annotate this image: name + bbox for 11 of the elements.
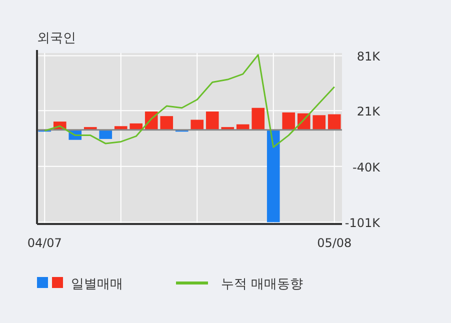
y-tick-label: -40K xyxy=(352,160,382,174)
y-tick-label: -101K xyxy=(344,216,382,230)
legend-label: 일별매매 xyxy=(71,277,123,292)
legend-bar: 일별매매 xyxy=(37,277,123,292)
x-tick-label: 04/07 xyxy=(27,236,62,250)
legend-line: 누적 매매동향 xyxy=(176,277,304,292)
y-tick-label: 21K xyxy=(356,104,382,119)
chart-title: 외국인 xyxy=(37,31,76,46)
legend-label: 누적 매매동향 xyxy=(221,277,304,292)
y-tick-label: 81K xyxy=(356,50,382,64)
x-tick-label: 05/08 xyxy=(317,236,352,250)
